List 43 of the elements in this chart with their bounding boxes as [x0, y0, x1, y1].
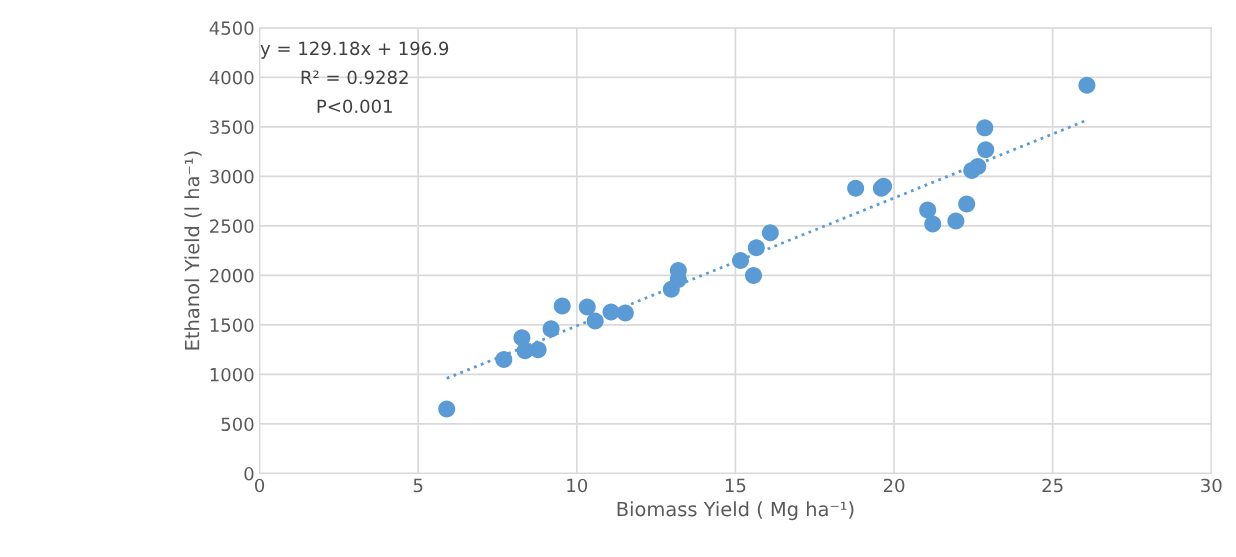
point [747, 239, 765, 257]
annotation: y = 129.18x + 196.9 [260, 41, 449, 59]
point [761, 224, 779, 242]
annotation: P<0.001 [317, 99, 392, 114]
point [958, 195, 976, 213]
point [542, 320, 560, 338]
x-axis-title: Biomass Yield ( Mg ha⁻¹) [617, 501, 854, 521]
annotation: R² = 0.9282 [301, 70, 408, 85]
y-tick-label: 1000 [210, 367, 254, 382]
point [731, 252, 749, 270]
point [745, 266, 763, 284]
y-tick-label: 500 [221, 417, 254, 432]
point [924, 215, 942, 233]
y-axis-title: Ethanol Yield (l ha⁻¹) [184, 151, 202, 350]
y-tick-label: 2000 [210, 268, 254, 283]
point [1078, 76, 1096, 94]
point [919, 201, 937, 219]
x-tick-label: 20 [883, 478, 905, 493]
point [578, 298, 596, 316]
point [586, 312, 604, 330]
point [969, 157, 987, 175]
y-tick-label: 3000 [210, 169, 254, 184]
point [616, 304, 634, 322]
point [553, 297, 571, 315]
x-tick-label: 25 [1042, 478, 1063, 493]
point [976, 119, 994, 137]
y-tick-label: 4000 [209, 70, 254, 85]
y-tick-label: 3500 [210, 120, 254, 134]
point [847, 179, 865, 197]
y-tick-label: 4500 [209, 21, 254, 35]
point [977, 141, 995, 159]
x-tick-label: 15 [725, 478, 746, 493]
x-tick-label: 0 [255, 478, 265, 493]
y-tick-label: 2500 [210, 219, 254, 234]
x-tick-label: 10 [567, 478, 588, 493]
y-tick-label: 0 [244, 466, 254, 481]
x-tick-label: 30 [1201, 478, 1222, 493]
point [495, 351, 513, 369]
point [438, 400, 456, 418]
point [529, 341, 547, 359]
point [947, 212, 965, 230]
x-tick-label: 5 [413, 478, 423, 493]
y-tick-label: 1500 [210, 318, 254, 333]
